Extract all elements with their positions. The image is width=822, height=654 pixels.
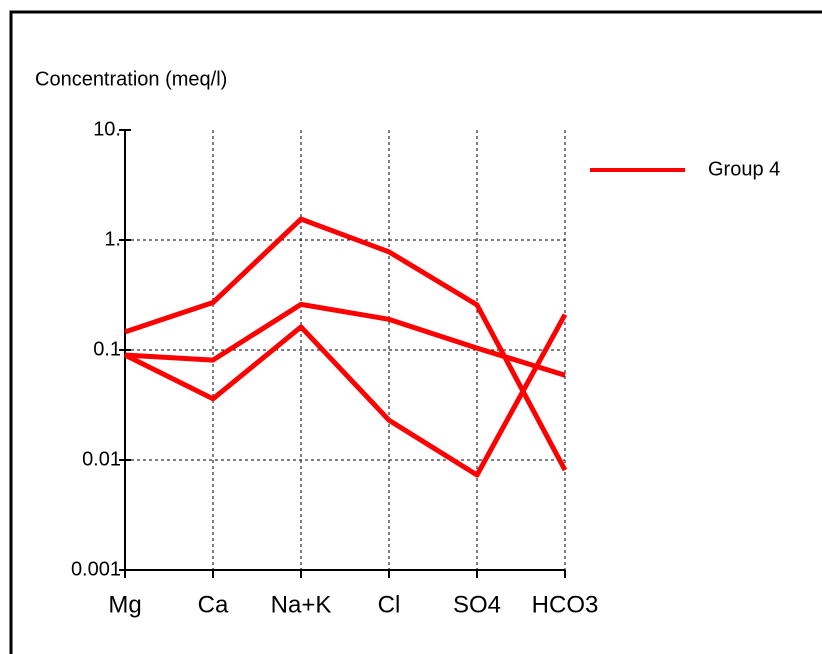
y-tick-label: 0.01 <box>82 448 121 470</box>
x-tick-label: SO4 <box>453 591 501 618</box>
y-axis-label: Concentration (meq/l) <box>35 68 227 90</box>
x-tick-label: Cl <box>378 591 401 618</box>
frame <box>9 10 822 654</box>
x-tick-label: HCO3 <box>532 591 599 618</box>
y-tick-label: 0.001 <box>71 558 121 580</box>
x-tick-label: Mg <box>108 591 141 618</box>
y-tick-label: 0.1 <box>93 338 121 360</box>
legend-label: Group 4 <box>708 158 780 180</box>
series-line <box>123 313 568 478</box>
y-tick-label: 1. <box>104 228 121 250</box>
x-tick-label: Na+K <box>271 591 332 618</box>
y-tick-label: 10. <box>93 118 121 140</box>
series-line <box>124 216 568 472</box>
series-line <box>124 301 566 378</box>
x-tick-label: Ca <box>198 591 229 618</box>
